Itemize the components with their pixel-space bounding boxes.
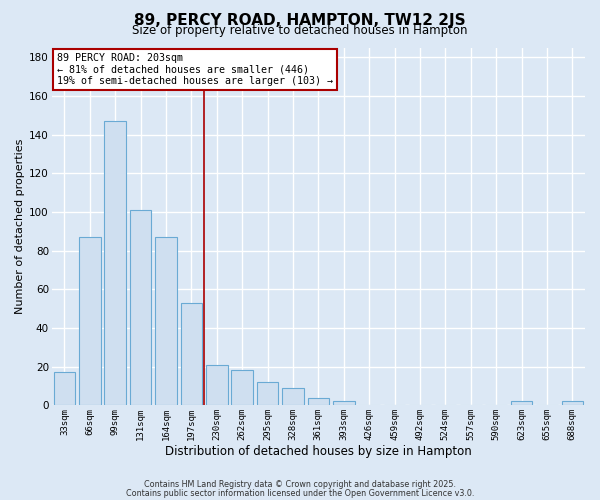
Text: Contains HM Land Registry data © Crown copyright and database right 2025.: Contains HM Land Registry data © Crown c… [144, 480, 456, 489]
Bar [257, 382, 278, 406]
Text: 89 PERCY ROAD: 203sqm
← 81% of detached houses are smaller (446)
19% of semi-det: 89 PERCY ROAD: 203sqm ← 81% of detached … [57, 53, 333, 86]
X-axis label: Distribution of detached houses by size in Hampton: Distribution of detached houses by size … [165, 444, 472, 458]
Bar [282, 388, 304, 406]
Text: 89, PERCY ROAD, HAMPTON, TW12 2JS: 89, PERCY ROAD, HAMPTON, TW12 2JS [134, 12, 466, 28]
Bar [333, 402, 355, 406]
Bar [104, 121, 126, 406]
Text: Contains public sector information licensed under the Open Government Licence v3: Contains public sector information licen… [126, 488, 474, 498]
Bar [130, 210, 151, 406]
Bar [562, 402, 583, 406]
Y-axis label: Number of detached properties: Number of detached properties [15, 138, 25, 314]
Bar [232, 370, 253, 406]
Bar [181, 303, 202, 406]
Bar [206, 364, 227, 406]
Bar [79, 237, 101, 406]
Bar [53, 372, 75, 406]
Bar [155, 237, 177, 406]
Bar [308, 398, 329, 406]
Bar [511, 402, 532, 406]
Text: Size of property relative to detached houses in Hampton: Size of property relative to detached ho… [132, 24, 468, 37]
